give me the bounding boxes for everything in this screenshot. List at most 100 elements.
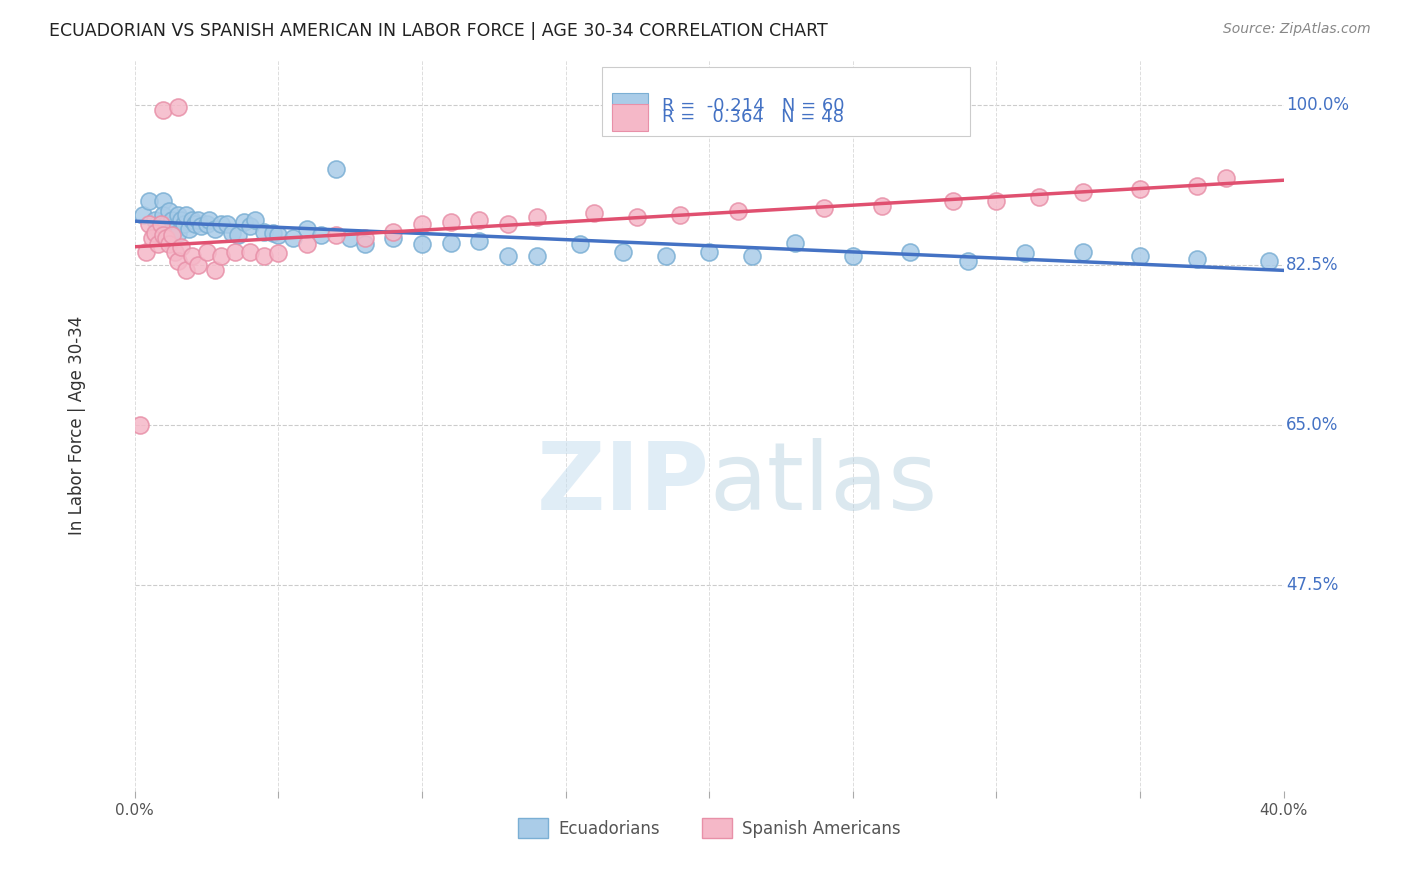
Point — [956, 253, 979, 268]
Point — [382, 231, 405, 245]
Point — [204, 263, 226, 277]
Point — [170, 240, 193, 254]
Point — [325, 228, 347, 243]
Text: R =  -0.214   N = 60: R = -0.214 N = 60 — [662, 97, 845, 115]
Point — [176, 208, 198, 222]
Text: 82.5%: 82.5% — [1286, 256, 1339, 275]
Point — [295, 237, 318, 252]
Point — [141, 231, 163, 245]
Point — [568, 237, 591, 252]
Point — [1071, 244, 1094, 259]
Point — [166, 253, 188, 268]
Point — [583, 206, 606, 220]
Point — [440, 215, 463, 229]
Point — [198, 212, 221, 227]
Text: In Labor Force | Age 30-34: In Labor Force | Age 30-34 — [69, 316, 86, 535]
Point — [1187, 178, 1209, 193]
Point — [179, 222, 201, 236]
Point — [468, 212, 491, 227]
Point — [184, 217, 207, 231]
Point — [741, 249, 763, 263]
Text: ECUADORIAN VS SPANISH AMERICAN IN LABOR FORCE | AGE 30-34 CORRELATION CHART: ECUADORIAN VS SPANISH AMERICAN IN LABOR … — [49, 22, 828, 40]
Point — [152, 103, 174, 117]
Text: R =   0.364   N = 48: R = 0.364 N = 48 — [662, 109, 844, 127]
Point — [898, 244, 921, 259]
Point — [138, 217, 160, 231]
Point — [785, 235, 807, 250]
Point — [842, 249, 865, 263]
Point — [267, 228, 290, 243]
Bar — [612, 103, 648, 131]
Point — [224, 244, 246, 259]
Point — [155, 231, 177, 245]
Point — [253, 249, 276, 263]
Point — [440, 235, 463, 250]
Point — [152, 208, 174, 222]
Point — [1028, 190, 1050, 204]
Point — [1187, 252, 1209, 266]
Point — [149, 217, 172, 231]
Point — [157, 237, 180, 252]
Point — [152, 194, 174, 209]
Point — [226, 228, 249, 243]
Point — [239, 219, 262, 233]
Point — [526, 249, 548, 263]
Point — [526, 210, 548, 224]
Point — [166, 100, 188, 114]
Point — [1215, 171, 1237, 186]
Point — [281, 231, 304, 245]
Point — [143, 227, 166, 241]
Point — [353, 237, 375, 252]
Point — [339, 231, 361, 245]
Point — [146, 222, 169, 236]
Text: 100.0%: 100.0% — [1286, 96, 1348, 114]
Point — [195, 217, 218, 231]
Point — [813, 201, 835, 215]
Point — [146, 237, 169, 252]
Point — [152, 228, 174, 243]
Point — [129, 418, 152, 433]
Point — [870, 199, 893, 213]
Point — [155, 217, 177, 231]
Text: Source: ZipAtlas.com: Source: ZipAtlas.com — [1223, 22, 1371, 37]
Point — [626, 210, 648, 224]
Point — [1258, 253, 1281, 268]
Point — [253, 225, 276, 239]
Point — [160, 228, 183, 243]
Point — [163, 222, 186, 236]
Point — [204, 222, 226, 236]
Point — [325, 162, 347, 177]
Point — [160, 212, 183, 227]
Point — [173, 217, 195, 231]
Point — [166, 227, 188, 241]
Point — [295, 222, 318, 236]
Point — [170, 212, 193, 227]
Text: ZIP: ZIP — [536, 438, 709, 530]
Point — [215, 217, 238, 231]
Point — [163, 244, 186, 259]
Point — [138, 194, 160, 209]
Point — [187, 259, 209, 273]
Point — [311, 228, 333, 243]
Point — [245, 212, 267, 227]
Point — [986, 194, 1008, 209]
Point — [1129, 249, 1152, 263]
Point — [411, 217, 433, 231]
Text: 47.5%: 47.5% — [1286, 576, 1339, 594]
Point — [187, 212, 209, 227]
Point — [496, 249, 519, 263]
Point — [612, 244, 634, 259]
Point — [149, 217, 172, 231]
Point — [697, 244, 720, 259]
Point — [132, 208, 155, 222]
Point — [221, 227, 243, 241]
Point — [727, 203, 749, 218]
Point — [1129, 182, 1152, 196]
Point — [181, 212, 204, 227]
Point — [1014, 246, 1036, 260]
Point — [157, 203, 180, 218]
Bar — [602, 67, 970, 136]
Text: 65.0%: 65.0% — [1286, 417, 1339, 434]
Point — [232, 215, 254, 229]
Point — [262, 227, 284, 241]
